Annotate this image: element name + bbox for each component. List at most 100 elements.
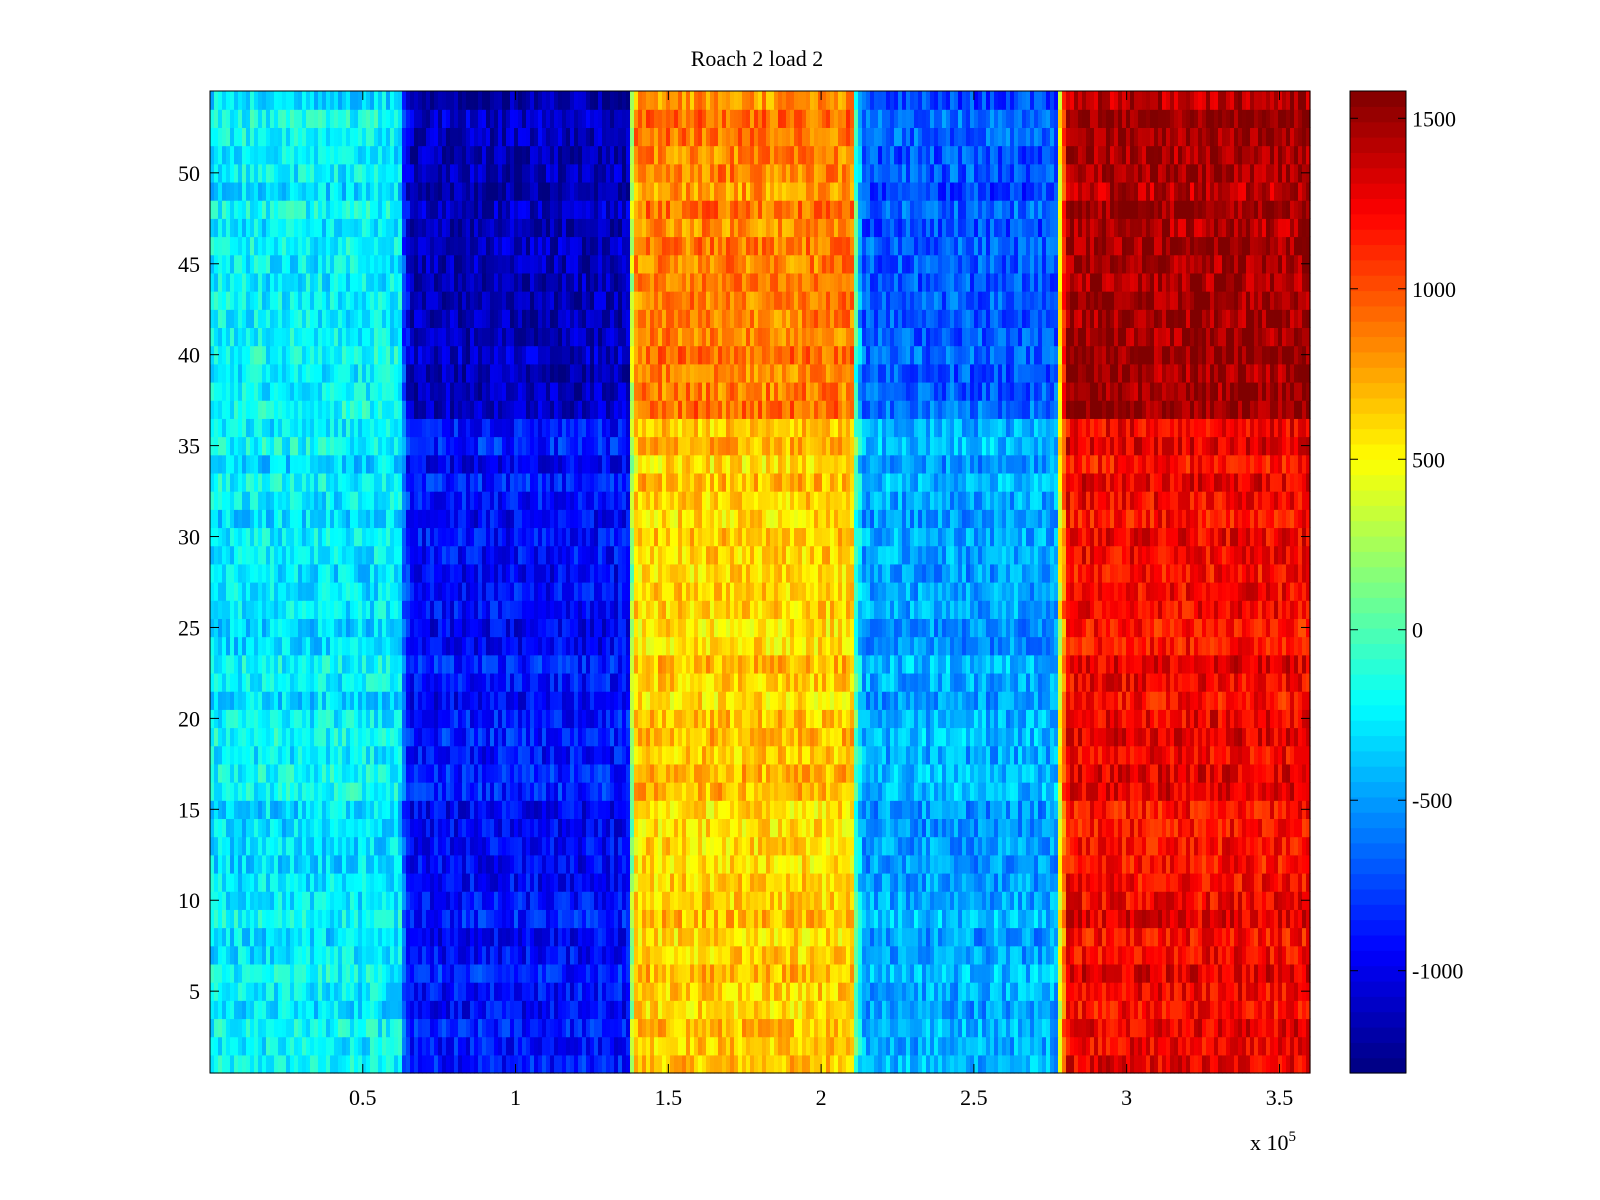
heatmap-cell: [654, 927, 659, 947]
heatmap-cell: [606, 891, 611, 910]
heatmap-cell: [1138, 891, 1143, 910]
heatmap-cell: [1002, 800, 1007, 820]
heatmap-cell: [686, 963, 691, 983]
heatmap-cell: [370, 782, 375, 801]
heatmap-cell: [658, 1018, 663, 1038]
heatmap-cell: [250, 909, 255, 929]
heatmap-cell: [750, 927, 755, 947]
heatmap-cell: [1174, 745, 1179, 765]
heatmap-cell: [946, 763, 951, 783]
heatmap-cell: [758, 818, 763, 838]
heatmap-cell: [766, 982, 771, 1001]
heatmap-cell: [1138, 818, 1143, 838]
heatmap-cell: [1002, 982, 1007, 1001]
heatmap-cell: [1094, 945, 1099, 965]
heatmap-cell: [806, 1018, 811, 1038]
heatmap-cell: [886, 1018, 891, 1038]
heatmap-cell: [838, 836, 843, 856]
heatmap-cell: [1214, 854, 1219, 874]
heatmap-cell: [810, 1018, 815, 1038]
heatmap-cell: [610, 782, 615, 801]
heatmap-cell: [346, 1018, 351, 1038]
heatmap-cell: [942, 782, 947, 801]
heatmap-cell: [946, 1018, 951, 1038]
heatmap-cell: [982, 1036, 987, 1056]
heatmap-cell: [610, 745, 615, 765]
heatmap-cell: [670, 963, 675, 983]
heatmap-cell: [686, 1036, 691, 1056]
heatmap-cell: [1138, 927, 1143, 947]
heatmap-cell: [442, 1054, 447, 1074]
heatmap-cell: [318, 836, 323, 856]
heatmap-cell: [526, 782, 531, 801]
heatmap-cell: [1126, 818, 1131, 838]
heatmap-cell: [606, 1000, 611, 1020]
heatmap-cell: [682, 982, 687, 1001]
heatmap-cell: [718, 1054, 723, 1074]
heatmap-cell: [1106, 909, 1111, 929]
heatmap-cell: [862, 963, 867, 983]
heatmap-cell: [694, 963, 699, 983]
heatmap-cell: [1218, 891, 1223, 910]
heatmap-cell: [502, 1000, 507, 1020]
heatmap-cell: [914, 800, 919, 820]
heatmap-cell: [958, 909, 963, 929]
heatmap-cell: [1182, 927, 1187, 947]
heatmap-cell: [1158, 818, 1163, 838]
heatmap-cell: [622, 891, 627, 910]
heatmap-cell: [854, 909, 859, 929]
heatmap-cell: [1286, 872, 1291, 892]
heatmap-cell: [362, 945, 367, 965]
heatmap-cell: [1174, 854, 1179, 874]
heatmap-cell: [418, 836, 423, 856]
heatmap-cell: [330, 763, 335, 783]
heatmap-cell: [250, 927, 255, 947]
heatmap-cell: [482, 818, 487, 838]
heatmap-cell: [1118, 1036, 1123, 1056]
heatmap-cell: [1198, 945, 1203, 965]
heatmap-cell: [562, 1018, 567, 1038]
heatmap-cell: [362, 891, 367, 910]
heatmap-cell: [870, 963, 875, 983]
heatmap-cell: [962, 872, 967, 892]
heatmap-cell: [662, 945, 667, 965]
heatmap-cell: [334, 854, 339, 874]
heatmap-cell: [218, 763, 223, 783]
heatmap-cell: [618, 1000, 623, 1020]
heatmap-cell: [658, 927, 663, 947]
heatmap-cell: [550, 800, 555, 820]
heatmap-cell: [486, 1054, 491, 1074]
heatmap-cell: [574, 854, 579, 874]
heatmap-cell: [1034, 1036, 1039, 1056]
heatmap-cell: [874, 963, 879, 983]
heatmap-cell: [850, 763, 855, 783]
heatmap-cell: [1002, 1000, 1007, 1020]
heatmap-cell: [406, 1018, 411, 1038]
heatmap-cell: [1090, 782, 1095, 801]
heatmap-cell: [1170, 945, 1175, 965]
heatmap-cell: [750, 782, 755, 801]
heatmap-cell: [330, 727, 335, 747]
heatmap-cell: [330, 982, 335, 1001]
heatmap-cell: [734, 927, 739, 947]
heatmap-cell: [414, 1000, 419, 1020]
heatmap-cell: [562, 945, 567, 965]
heatmap-cell: [1194, 963, 1199, 983]
heatmap-cell: [398, 854, 403, 874]
heatmap-cell: [534, 818, 539, 838]
heatmap-cell: [666, 854, 671, 874]
heatmap-cell: [1138, 1036, 1143, 1056]
heatmap-cell: [1006, 1036, 1011, 1056]
heatmap-cell: [626, 1054, 631, 1074]
heatmap-cell: [1102, 945, 1107, 965]
heatmap-cell: [1066, 800, 1071, 820]
heatmap-cell: [622, 982, 627, 1001]
heatmap-cell: [946, 945, 951, 965]
heatmap-cell: [1026, 818, 1031, 838]
heatmap-cell: [438, 1036, 443, 1056]
heatmap-cell: [1278, 854, 1283, 874]
heatmap-cell: [702, 1054, 707, 1074]
heatmap-cell: [842, 854, 847, 874]
heatmap-cell: [602, 927, 607, 947]
heatmap-cell: [734, 763, 739, 783]
